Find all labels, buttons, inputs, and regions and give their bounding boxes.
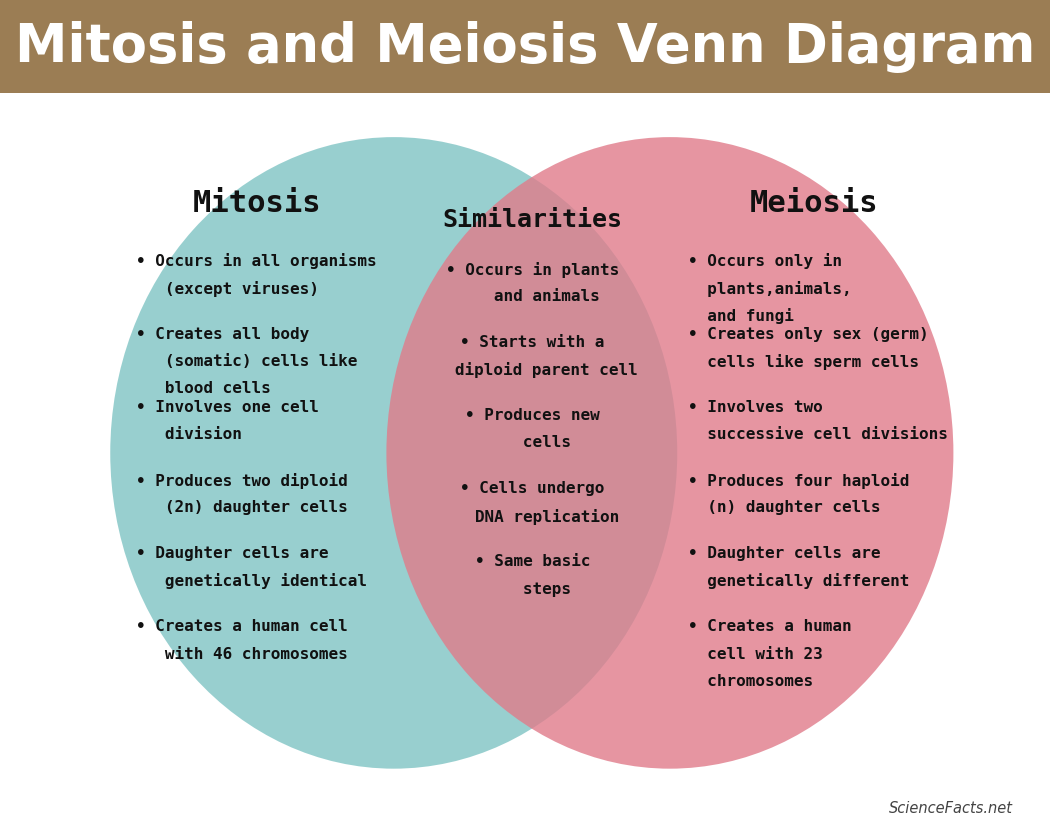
Text: • Same basic: • Same basic — [475, 554, 590, 569]
Text: • Produces four haploid: • Produces four haploid — [688, 473, 909, 489]
Text: cell with 23: cell with 23 — [688, 647, 822, 661]
Text: Meiosis: Meiosis — [750, 189, 878, 218]
Text: blood cells: blood cells — [136, 381, 271, 396]
Text: steps: steps — [494, 582, 571, 597]
Text: (n) daughter cells: (n) daughter cells — [688, 500, 880, 515]
Text: plants,animals,: plants,animals, — [688, 281, 852, 297]
Text: Mitosis: Mitosis — [193, 189, 321, 218]
Ellipse shape — [386, 137, 953, 769]
Text: DNA replication: DNA replication — [446, 509, 620, 524]
Text: • Produces new: • Produces new — [465, 408, 600, 423]
Text: • Occurs only in: • Occurs only in — [688, 253, 842, 269]
Text: • Starts with a: • Starts with a — [460, 335, 605, 350]
Text: • Daughter cells are: • Daughter cells are — [688, 546, 880, 561]
Text: diploid parent cell: diploid parent cell — [426, 362, 638, 378]
Text: • Cells undergo: • Cells undergo — [460, 481, 605, 496]
Text: • Creates a human: • Creates a human — [688, 619, 852, 634]
Text: with 46 chromosomes: with 46 chromosomes — [136, 647, 349, 661]
Text: • Involves one cell: • Involves one cell — [136, 400, 319, 415]
Text: (somatic) cells like: (somatic) cells like — [136, 354, 358, 369]
Text: • Creates all body: • Creates all body — [136, 327, 310, 342]
Text: • Daughter cells are: • Daughter cells are — [136, 546, 329, 561]
Text: ScienceFacts.net: ScienceFacts.net — [889, 801, 1013, 816]
Text: chromosomes: chromosomes — [688, 674, 813, 689]
Text: Similarities: Similarities — [442, 209, 623, 232]
Text: genetically identical: genetically identical — [136, 573, 368, 589]
Text: • Involves two: • Involves two — [688, 400, 822, 415]
Text: cells: cells — [494, 435, 571, 450]
Text: and animals: and animals — [465, 289, 600, 304]
Text: • Occurs in all organisms: • Occurs in all organisms — [136, 253, 377, 269]
Text: genetically different: genetically different — [688, 573, 909, 589]
Text: successive cell divisions: successive cell divisions — [688, 427, 947, 442]
Text: division: division — [136, 427, 243, 442]
Text: • Creates a human cell: • Creates a human cell — [136, 619, 349, 634]
Text: • Creates only sex (germ): • Creates only sex (germ) — [688, 327, 928, 342]
Text: cells like sperm cells: cells like sperm cells — [688, 354, 919, 370]
Text: Mitosis and Meiosis Venn Diagram: Mitosis and Meiosis Venn Diagram — [15, 21, 1035, 72]
Text: • Occurs in plants: • Occurs in plants — [446, 262, 620, 278]
Text: and fungi: and fungi — [688, 308, 794, 324]
Ellipse shape — [110, 137, 677, 769]
Text: (except viruses): (except viruses) — [136, 281, 319, 297]
Text: (2n) daughter cells: (2n) daughter cells — [136, 500, 349, 515]
Bar — [0, 0, 1050, 93]
Text: • Produces two diploid: • Produces two diploid — [136, 473, 349, 489]
